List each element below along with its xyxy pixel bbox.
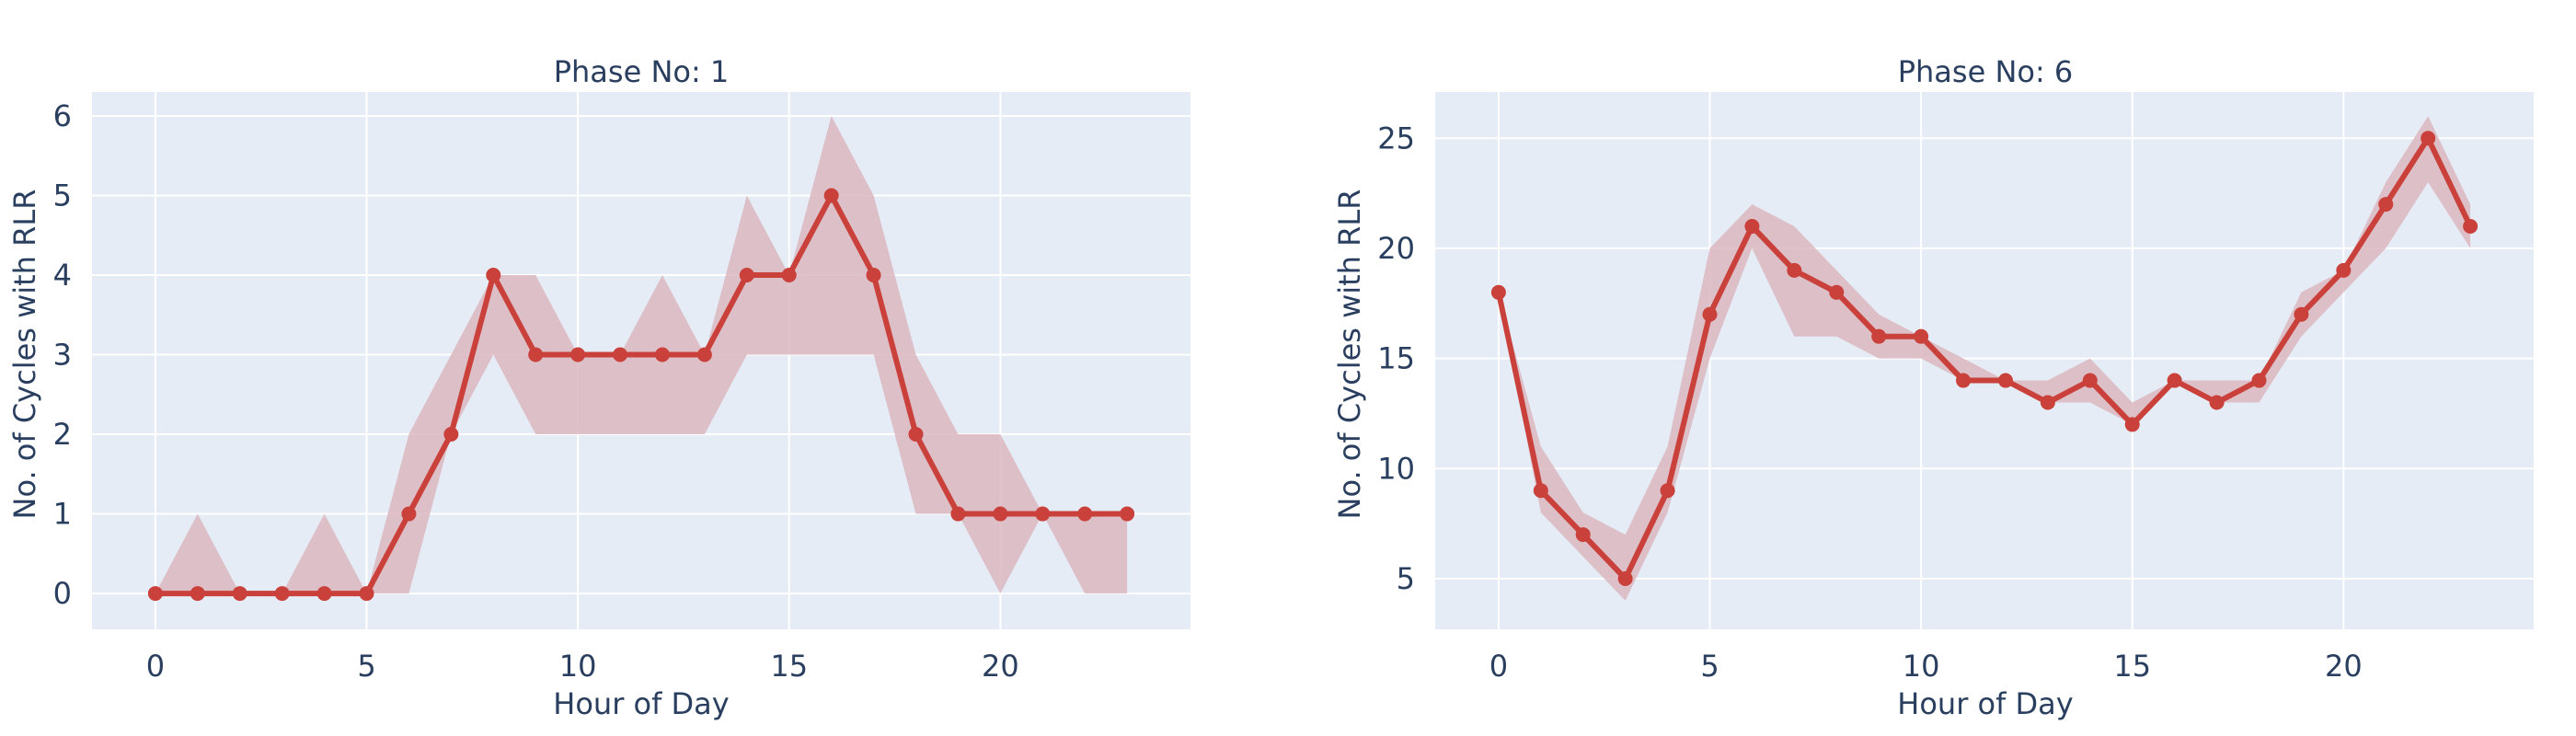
data-point	[1617, 570, 1633, 586]
data-point	[1490, 284, 1506, 300]
x-axis-title: Hour of Day	[553, 686, 729, 721]
y-tick-label: 20	[1377, 231, 1415, 266]
data-point	[232, 586, 247, 602]
data-point	[2421, 131, 2436, 146]
chart-phase-6: 5 10 15 20 25 0 5 10 15 20 Phase No: 6 Hour of Da…	[1332, 54, 2534, 721]
y-axis-title: No. of Cycles with RLR	[1332, 190, 1367, 520]
y-tick-label: 10	[1377, 451, 1415, 486]
data-point	[2294, 306, 2309, 322]
x-tick-label: 5	[1700, 649, 1719, 684]
x-tick-label: 15	[2113, 649, 2151, 684]
range-band	[1498, 116, 2471, 601]
data-point	[2378, 197, 2394, 213]
y-tick-label: 5	[1397, 561, 1415, 596]
data-point	[739, 267, 754, 282]
data-point	[866, 267, 881, 282]
y-tick-label: 4	[53, 258, 72, 293]
data-point	[2209, 395, 2225, 410]
data-point	[2336, 262, 2352, 278]
chart-title: Phase No: 1	[554, 54, 730, 89]
plot-layer: 0 1 2 3 4 5 6 0 5 10 15 20	[53, 92, 1190, 684]
data-point	[823, 188, 839, 203]
data-point	[274, 586, 290, 602]
data-point	[1744, 219, 1760, 234]
data-point	[696, 347, 712, 362]
data-point	[781, 267, 797, 282]
data-point	[147, 586, 163, 602]
data-point	[2167, 373, 2182, 388]
data-point	[1829, 284, 1845, 300]
data-point	[1120, 506, 1135, 522]
data-point	[1035, 506, 1051, 522]
x-tick-label: 20	[2325, 649, 2363, 684]
data-point	[1997, 373, 2013, 388]
data-point	[2124, 417, 2140, 432]
y-tick-label: 6	[53, 98, 72, 133]
data-point	[359, 586, 374, 602]
data-point	[2463, 219, 2478, 234]
y-tick-label: 15	[1377, 341, 1415, 376]
y-tick-label: 2	[53, 417, 72, 452]
data-point	[2082, 373, 2098, 388]
data-point	[1077, 506, 1093, 522]
data-point	[1660, 483, 1675, 499]
y-axis-title: No. of Cycles with RLR	[7, 190, 42, 520]
data-point	[950, 506, 966, 522]
data-point	[1914, 328, 1929, 344]
x-tick-label: 0	[1489, 649, 1508, 684]
x-tick-label: 0	[146, 649, 165, 684]
data-point	[1702, 306, 1718, 322]
data-point	[190, 586, 205, 602]
data-point	[1533, 483, 1548, 499]
plot-layer: 5 10 15 20 25 0 5 10 15 20	[1377, 92, 2534, 684]
data-point	[613, 347, 628, 362]
data-point	[1871, 328, 1887, 344]
data-point	[401, 506, 417, 522]
data-point	[993, 506, 1008, 522]
y-tick-label: 0	[53, 576, 72, 611]
y-tick-label: 5	[53, 178, 72, 213]
x-tick-label: 15	[770, 649, 808, 684]
data-point	[570, 347, 586, 362]
y-tick-label: 1	[53, 497, 72, 532]
data-point	[1956, 373, 1972, 388]
data-point	[443, 427, 459, 443]
x-tick-label: 5	[357, 649, 375, 684]
data-point	[1787, 262, 1802, 278]
data-point	[654, 347, 670, 362]
chart-title: Phase No: 6	[1898, 54, 2074, 89]
x-axis-title: Hour of Day	[1897, 686, 2073, 721]
y-tick-label: 25	[1377, 121, 1415, 155]
data-point	[1575, 527, 1591, 543]
series-line	[1495, 135, 2474, 581]
data-point	[528, 347, 544, 362]
x-tick-label: 10	[1903, 649, 1940, 684]
x-tick-label: 10	[559, 649, 597, 684]
data-point	[2251, 373, 2267, 388]
data-point	[316, 586, 332, 602]
x-tick-label: 20	[982, 649, 1019, 684]
y-tick-label: 3	[53, 338, 72, 373]
data-point	[2040, 395, 2055, 410]
data-point	[908, 427, 924, 443]
data-point	[486, 267, 501, 282]
